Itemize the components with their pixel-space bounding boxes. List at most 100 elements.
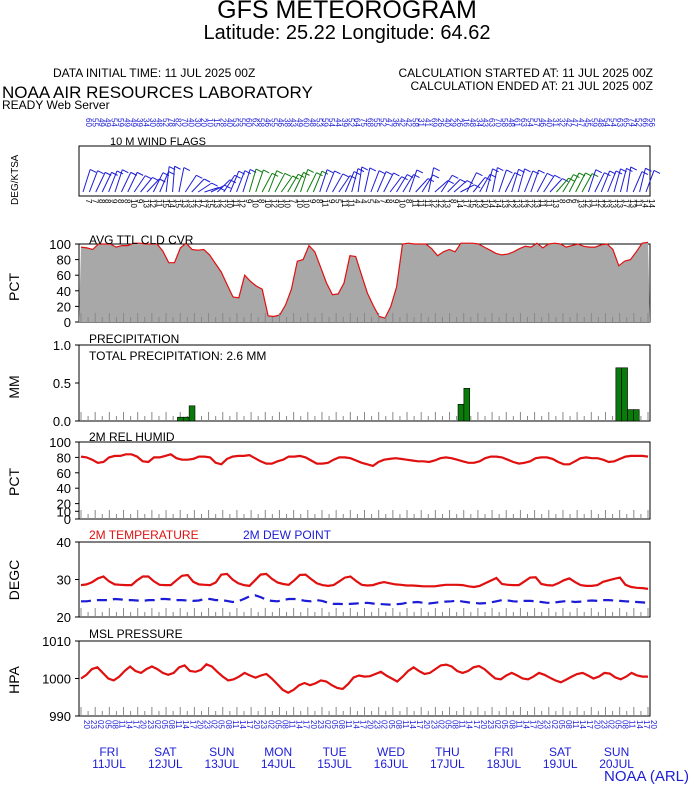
wind-barb-flag	[506, 169, 513, 174]
x-day-label: MON	[264, 745, 292, 759]
wind-barb	[293, 172, 304, 193]
wind-barb	[536, 173, 548, 193]
wind-direction-label: 31	[417, 118, 426, 127]
wind-barb-flag	[492, 168, 499, 173]
wind-barb-flag	[416, 169, 424, 174]
x-hour-label: 23	[202, 720, 211, 729]
wind-barb-flag	[378, 170, 386, 175]
wind-speed-label: 5	[334, 199, 343, 204]
wind-barb-flag	[641, 171, 649, 175]
x-hour-label: 08	[564, 720, 573, 729]
wind-barb-flag	[152, 177, 159, 181]
wind-barb	[427, 167, 435, 193]
wind-barb-flag	[196, 174, 203, 179]
wind-barb-flag	[174, 165, 181, 170]
wind-speed-label: 9	[110, 199, 119, 204]
wind-barb-flag	[234, 174, 241, 179]
x-hour-label: 11	[458, 720, 467, 729]
precip-bar	[633, 409, 640, 422]
x-hour-label: 02	[380, 720, 389, 729]
page-title: GFS METEOROGRAM	[217, 0, 477, 24]
wind-direction-label: 56	[647, 118, 656, 127]
wind-barb	[197, 182, 212, 193]
wind-direction-label: 54	[525, 118, 534, 127]
x-hour-label: 20	[592, 720, 601, 729]
wind-speed-label: 7	[90, 199, 99, 204]
wind-speed-label: 12	[238, 199, 247, 208]
wind-barb	[101, 172, 113, 193]
wind-speed-label: 15	[206, 199, 215, 208]
wind-barb	[460, 184, 475, 193]
wind-speed-label: 10	[397, 199, 406, 208]
wind-speed-label: 17	[461, 199, 470, 208]
wind-speed-label: 8	[449, 199, 458, 204]
x-hour-label: 05	[443, 720, 452, 729]
precip-bar	[457, 403, 465, 422]
precip-panel-title: PRECIPITATION	[89, 332, 179, 346]
wind-barb-flag	[97, 170, 104, 175]
wind-direction-label: 61	[513, 118, 522, 127]
wind-barb-flag	[284, 172, 292, 177]
wind-speed-label: 12	[583, 199, 592, 208]
x-hour-label: 02	[493, 720, 502, 729]
x-hour-label: 20	[309, 720, 318, 729]
x-hour-label: 02	[96, 720, 105, 729]
x-day-label: FRI	[494, 745, 513, 759]
x-hour-label: 17	[302, 720, 311, 729]
cloud-ylabel: PCT	[6, 273, 22, 301]
x-hour-label: 11	[514, 720, 523, 729]
x-hour-label: 11	[117, 720, 126, 729]
wind-barb	[498, 169, 507, 193]
x-hour-label: 14	[408, 720, 417, 729]
x-hour-label: 11	[344, 720, 353, 729]
wind-barb	[319, 169, 328, 193]
wind-speed-label: 12	[436, 199, 445, 208]
x-hour-label: 14	[181, 720, 190, 729]
wind-speed-label: 12	[270, 199, 279, 208]
x-hour-label: 14	[578, 720, 587, 729]
wind-direction-label: 49	[295, 118, 304, 127]
wind-direction-label: 65	[621, 118, 630, 127]
wind-barb	[300, 169, 309, 193]
wind-speed-label: 14	[455, 199, 464, 208]
wind-speed-label: 17	[621, 199, 630, 208]
wind-barb-flag	[413, 174, 420, 179]
wind-speed-label: 8	[97, 199, 106, 204]
precip-total-label: TOTAL PRECIPITATION: 2.6 MM	[89, 349, 266, 363]
calc-started: CALCULATION STARTED AT: 11 JUL 2025 00Z	[398, 66, 653, 80]
wind-direction-label: 40	[545, 118, 554, 127]
temp-y-tick-label: 30	[57, 573, 71, 588]
wind-speed-label: 13	[615, 199, 624, 208]
wind-direction-label: 52	[346, 118, 355, 127]
wind-direction-label: 47	[385, 118, 394, 127]
wind-barb-flag	[307, 169, 314, 173]
wind-barb	[357, 166, 363, 193]
wind-barb	[645, 170, 655, 193]
x-hour-label: 14	[465, 720, 474, 729]
x-hour-label: 02	[153, 720, 162, 729]
wind-barb-flag	[292, 175, 299, 180]
wind-speed-label: 15	[174, 199, 183, 208]
wind-speed-label: 7	[378, 199, 387, 204]
precip-bar	[177, 416, 184, 422]
wind-barb	[523, 170, 534, 193]
x-hour-label: 11	[401, 720, 410, 729]
x-hour-label: 08	[280, 720, 289, 729]
wind-direction-label: 59	[116, 118, 125, 127]
wind-barb	[242, 169, 251, 193]
wind-direction-label: 43	[289, 118, 298, 127]
x-hour-label: 23	[429, 720, 438, 729]
x-hour-label: 17	[529, 720, 538, 729]
wind-speed-label: 8	[122, 199, 131, 204]
x-date-label: 19JUL	[543, 757, 578, 771]
x-hour-label: 08	[507, 720, 516, 729]
wind-barb	[223, 175, 236, 193]
wind-barb	[511, 169, 520, 193]
cloud-y-tick-label: 40	[57, 284, 71, 299]
wind-barb	[165, 166, 170, 193]
x-hour-label: 17	[415, 720, 424, 729]
x-hour-label: 02	[606, 720, 615, 729]
wind-direction-label: 26	[436, 118, 445, 127]
wind-speed-label: 13	[474, 199, 483, 208]
wind-speed-label: 11	[321, 199, 330, 208]
